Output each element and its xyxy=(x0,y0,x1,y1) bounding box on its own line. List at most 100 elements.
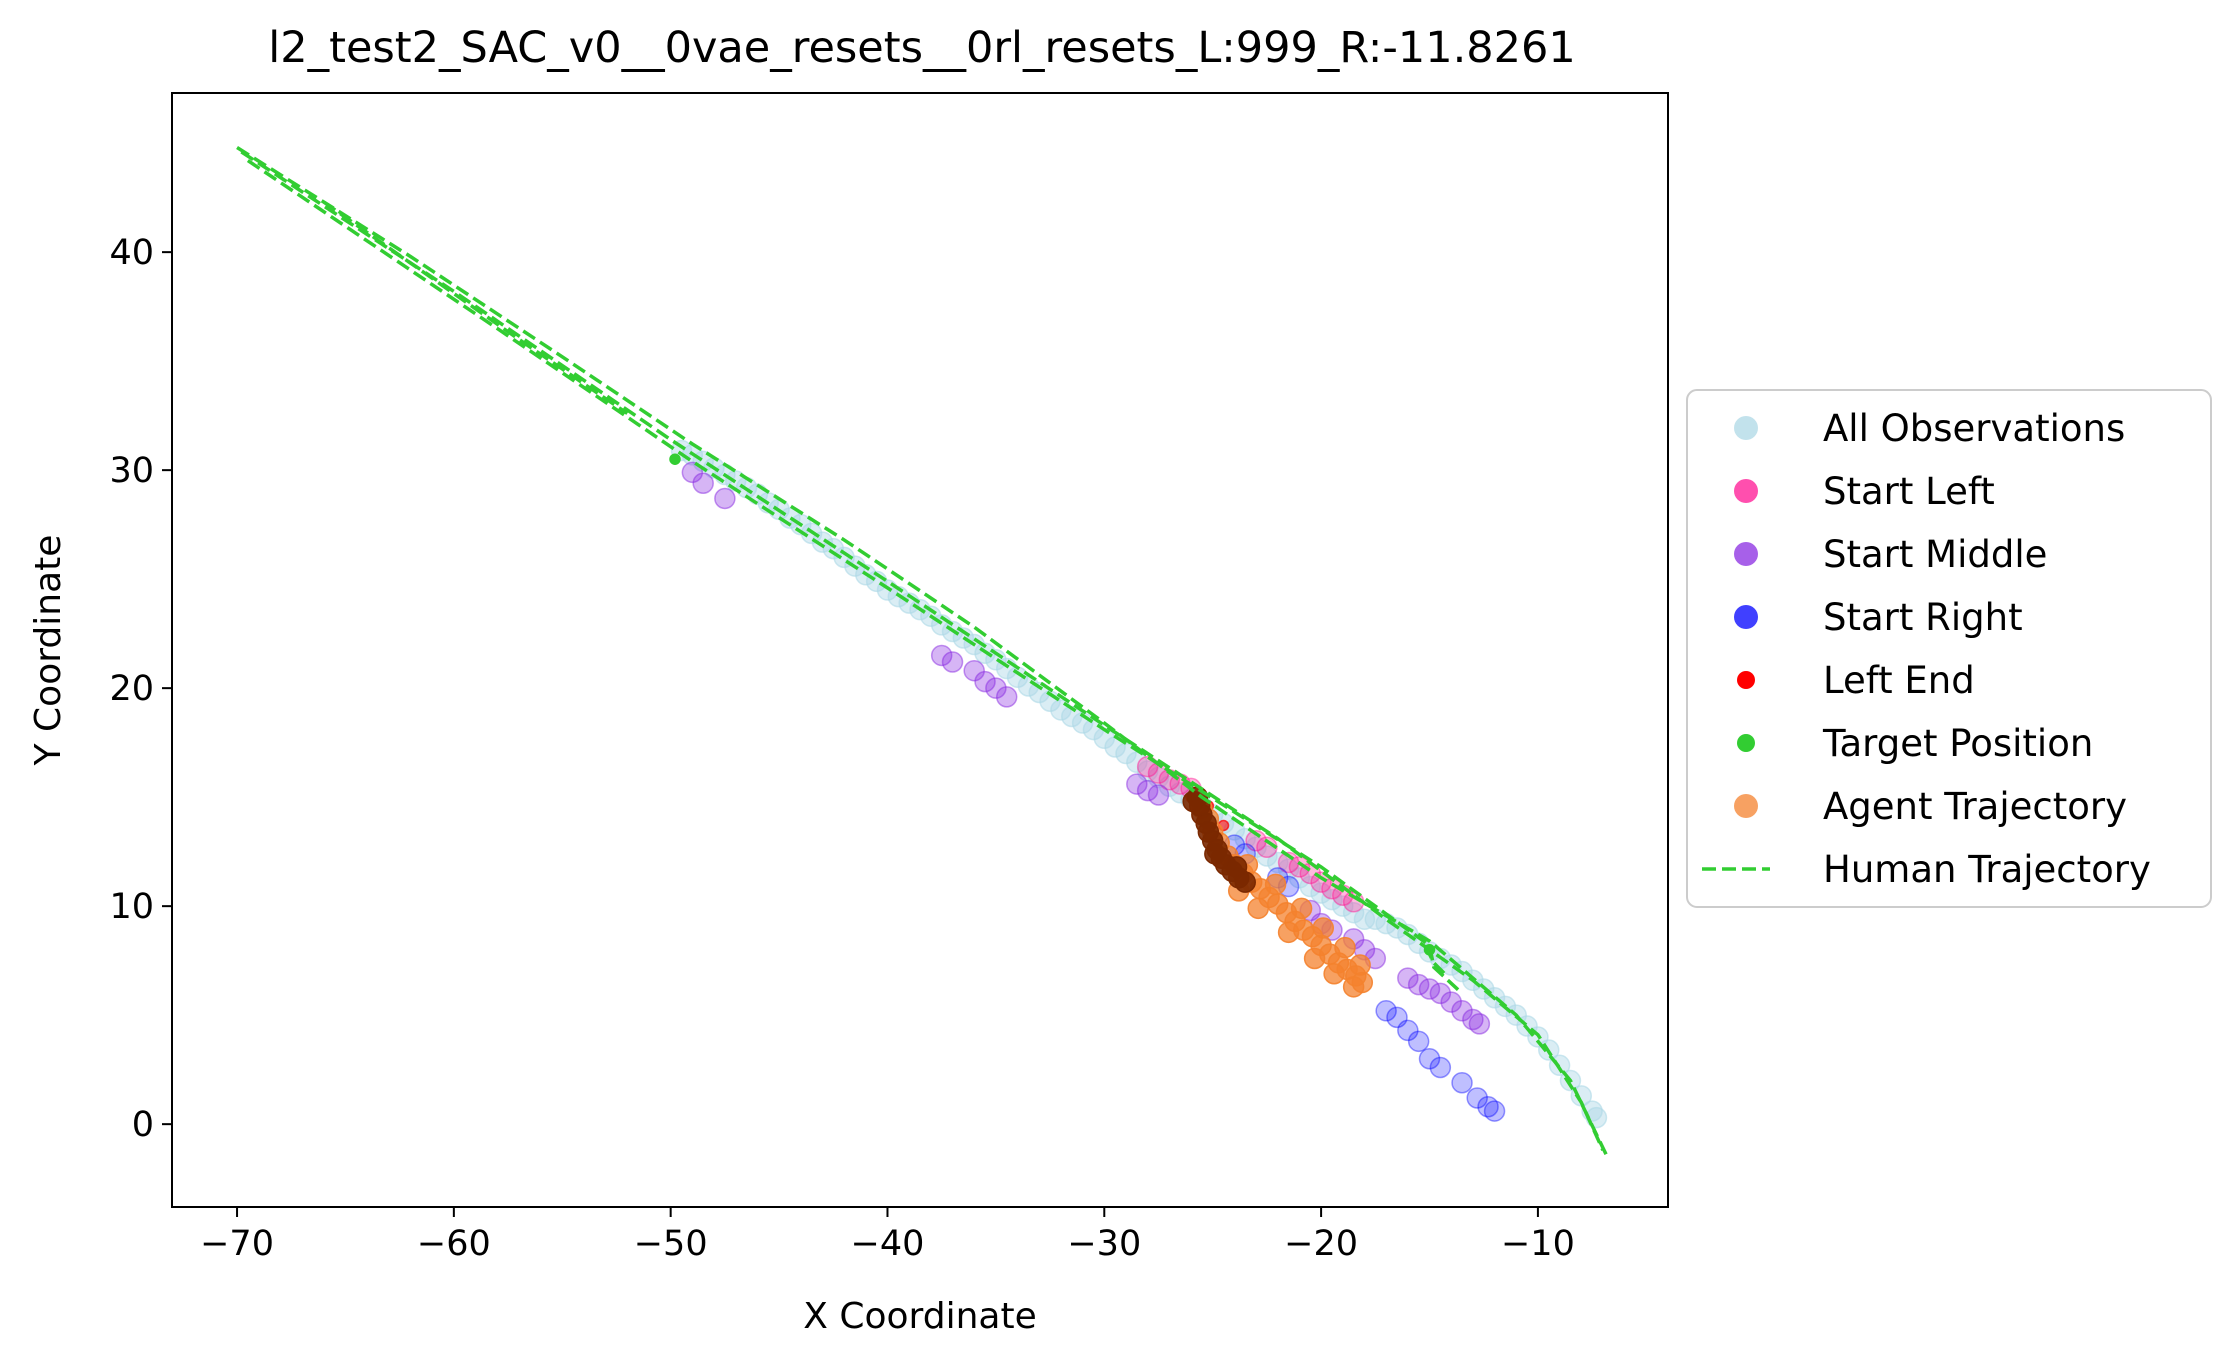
scatter-point xyxy=(1429,1056,1452,1079)
x-tick-label: −60 xyxy=(417,1224,491,1264)
y-tick-label: 10 xyxy=(109,887,154,927)
legend-label: All Observations xyxy=(1823,407,2125,450)
scatter-point xyxy=(1375,1000,1397,1022)
human-trajectory-line xyxy=(240,150,1605,1152)
y-tick-label: 20 xyxy=(109,669,154,709)
y-axis-label: Y Coordinate xyxy=(28,535,69,767)
scatter-point xyxy=(1256,845,1278,867)
y-tick-label: 0 xyxy=(132,1105,154,1145)
scatter-point xyxy=(1466,1087,1488,1109)
legend-marker xyxy=(1734,479,1758,503)
x-tick-label: −10 xyxy=(1501,1224,1575,1264)
human-trajectory-line xyxy=(322,200,629,415)
legend-label: Target Position xyxy=(1822,722,2093,765)
scatter-point xyxy=(941,651,964,673)
scatter-point xyxy=(995,686,1018,708)
scatter-point xyxy=(1418,1048,1441,1070)
scatter-point xyxy=(692,472,714,494)
legend-label: Start Left xyxy=(1823,470,1995,513)
legend-label: Agent Trajectory xyxy=(1823,785,2127,828)
legend-label: Start Middle xyxy=(1823,533,2047,576)
x-tick-label: −40 xyxy=(851,1224,925,1264)
scatter-point xyxy=(1288,856,1311,878)
scatter-point xyxy=(1310,882,1332,904)
scatter-point xyxy=(1407,1030,1430,1053)
scatter-point xyxy=(1147,784,1170,806)
scatter-point xyxy=(1407,973,1430,996)
legend-label: Left End xyxy=(1823,659,1975,702)
series-8 xyxy=(236,146,1609,1158)
scatter-point xyxy=(1158,775,1181,798)
legend-marker xyxy=(1734,794,1758,818)
scatter-point xyxy=(1312,917,1335,939)
y-axis: 0 10 20 30 40 xyxy=(109,233,172,1145)
y-tick-label: 40 xyxy=(109,233,154,273)
scatter-point xyxy=(1264,873,1287,896)
scatter-point xyxy=(1386,1006,1408,1029)
scatter-point xyxy=(1310,871,1332,893)
scatter-point xyxy=(1468,1013,1491,1035)
x-tick-label: −70 xyxy=(200,1224,274,1264)
scatter-point xyxy=(1126,751,1148,774)
scatter-point xyxy=(1451,1000,1473,1022)
human-trajectory-line xyxy=(246,159,1464,995)
scatter-point xyxy=(1397,967,1419,989)
scatter-point xyxy=(1483,1100,1506,1122)
y-tick-label: 30 xyxy=(109,451,154,491)
scatter-point xyxy=(1397,1019,1419,1042)
scatter-point xyxy=(1290,897,1313,920)
x-tick-label: −20 xyxy=(1284,1224,1358,1264)
scatter-point xyxy=(1277,921,1300,944)
scatter-point xyxy=(1299,875,1322,898)
legend-marker xyxy=(1737,671,1755,689)
scatter-point xyxy=(1204,843,1226,865)
series-2 xyxy=(681,461,1491,1035)
scatter-point xyxy=(1288,867,1311,889)
scatter-point xyxy=(714,487,736,510)
legend-marker xyxy=(1737,734,1755,752)
x-tick-label: −50 xyxy=(634,1224,708,1264)
scatter-point xyxy=(1440,991,1462,1013)
scatter-point xyxy=(1451,1071,1473,1094)
scatter-point xyxy=(1136,779,1159,802)
scatter-point xyxy=(1342,976,1365,998)
scatter-point xyxy=(1349,954,1371,976)
legend-marker xyxy=(1734,605,1758,629)
scatter-point xyxy=(930,644,953,667)
plot-area-frame xyxy=(171,92,1669,1208)
scatter-point xyxy=(669,453,681,465)
scatter-point xyxy=(1266,851,1289,874)
human-trajectory-line xyxy=(1423,944,1449,978)
series-3 xyxy=(1223,834,1506,1122)
scatter-point xyxy=(974,670,996,693)
legend-frame xyxy=(1686,389,2212,908)
plot-marks xyxy=(236,146,1609,1158)
scatter-point xyxy=(1247,897,1269,920)
x-axis-label: X Coordinate xyxy=(803,1296,1036,1337)
scatter-point xyxy=(1245,836,1267,859)
scatter-point xyxy=(1418,978,1441,1000)
x-axis: −70 −60 −50 −40 −30 −20 −10 xyxy=(200,1207,1575,1264)
scatter-point xyxy=(1277,858,1300,880)
x-tick-label: −30 xyxy=(1067,1224,1141,1264)
scatter-point xyxy=(1342,901,1365,924)
legend-marker xyxy=(1734,416,1758,440)
scatter-point xyxy=(1332,895,1354,917)
scatter-point xyxy=(1477,1095,1499,1118)
scatter-point xyxy=(1334,936,1356,959)
human-trajectory-line xyxy=(236,146,1609,1158)
legend-marker xyxy=(1734,542,1758,566)
legend: All Observations Start Left Start Middle St… xyxy=(1686,389,2212,908)
legend-label: Start Right xyxy=(1823,596,2023,639)
scatter-point xyxy=(681,461,704,484)
scatter-point xyxy=(1353,908,1376,930)
scatter-point xyxy=(1429,982,1452,1005)
chart-title: l2_test2_SAC_v0__0vae_resets__0rl_resets… xyxy=(268,23,1575,73)
scatter-point xyxy=(1303,947,1326,970)
scatter-point xyxy=(1234,827,1256,850)
scatter-point xyxy=(1323,962,1345,985)
scatter-point xyxy=(1225,856,1248,878)
scatter-point xyxy=(1115,742,1137,765)
legend-label: Human Trajectory xyxy=(1823,848,2151,891)
